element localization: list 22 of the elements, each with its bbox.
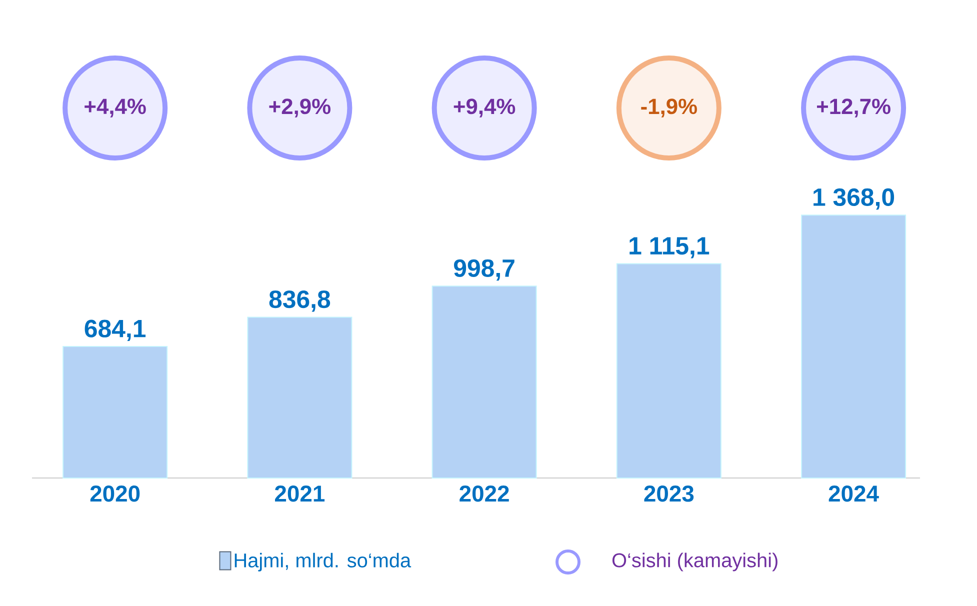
text: +2,9%: [269, 98, 330, 118]
text: +9,4%: [454, 98, 516, 118]
text: +4,4%: [84, 98, 146, 118]
bar: [432, 286, 537, 478]
text: -1,9%: [641, 98, 697, 118]
x-tick-label: 2021: [275, 486, 325, 502]
data-label: 1 368,0: [814, 188, 894, 210]
x-tick-label: 2020: [90, 486, 140, 502]
data-label: 1 115,1: [630, 237, 710, 258]
bar: [616, 263, 722, 478]
bar: [247, 316, 352, 478]
data-label: 836,8: [269, 290, 330, 312]
legend-label: Hajmi, mlrd. so‘mda: [234, 552, 412, 572]
bar: [62, 346, 168, 478]
x-tick-label: 2022: [460, 486, 509, 502]
x-tick-label: 2024: [828, 486, 879, 502]
text: +12,7%: [816, 98, 890, 118]
text: O‘sishi (kamayishi): [612, 552, 778, 572]
x-tick-label: 2023: [644, 486, 694, 502]
data-label: 998,7: [454, 259, 514, 281]
data-label: 684,1: [84, 320, 146, 342]
bar: [801, 214, 906, 478]
